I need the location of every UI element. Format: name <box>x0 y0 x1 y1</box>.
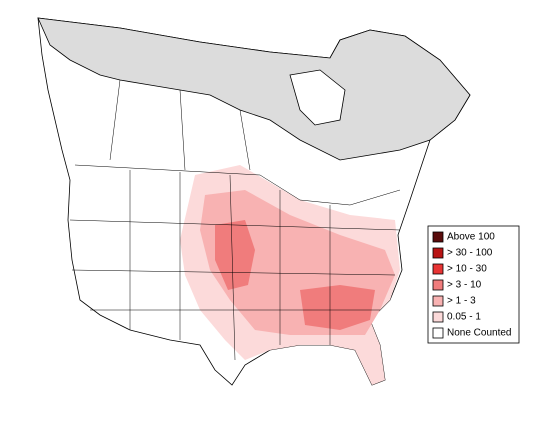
legend-swatch <box>432 263 444 275</box>
border <box>69 219 401 311</box>
no-data-north <box>37 17 471 161</box>
legend-swatch <box>432 327 444 339</box>
legend-label: None Counted <box>447 328 512 339</box>
range <box>180 165 400 385</box>
legend-label: Above 100 <box>447 232 495 243</box>
legend-swatch <box>432 231 444 243</box>
border <box>109 79 251 171</box>
legend-label: > 1 - 3 <box>447 296 476 307</box>
legend-label: > 10 - 30 <box>447 264 487 275</box>
state-lines <box>69 79 401 361</box>
legend-swatch <box>432 279 444 291</box>
border <box>74 164 401 206</box>
border <box>129 170 331 361</box>
legend-label: > 3 - 10 <box>447 280 482 291</box>
legend: Above 100 > 30 - 100 > 10 - 30 > 3 - 10 > 1 … <box>432 231 512 339</box>
hudson-bay <box>289 69 346 126</box>
legend-label: > 30 - 100 <box>447 248 493 259</box>
range-high <box>215 220 375 330</box>
legend-swatch <box>432 247 444 259</box>
legend-label: 0.05 - 1 <box>447 312 481 323</box>
legend-swatch <box>432 295 444 307</box>
legend-swatch <box>432 311 444 323</box>
